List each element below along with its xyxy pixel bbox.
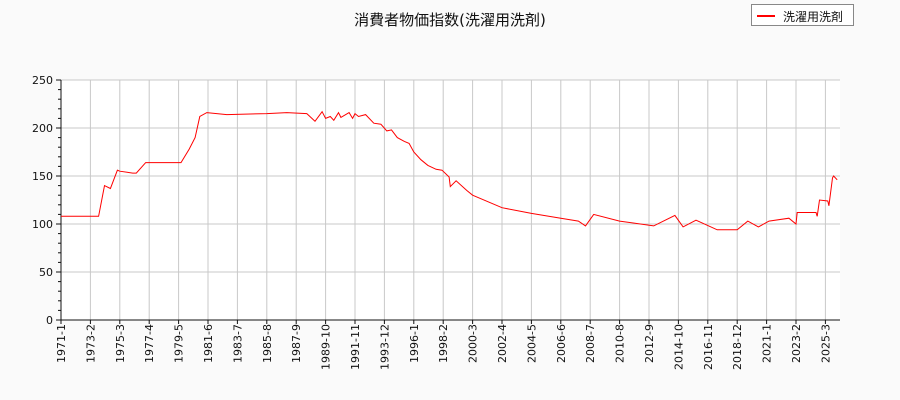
x-tick-label: 2018-12 — [731, 324, 744, 370]
x-tick-label: 1987-9 — [290, 324, 303, 363]
chart-title: 消費者物価指数(洗濯用洗剤) — [354, 11, 546, 29]
y-tick-label: 150 — [32, 170, 53, 183]
y-tick-label: 250 — [32, 74, 53, 87]
x-tick-label: 1979-5 — [173, 324, 186, 363]
x-tick-label: 1973-2 — [84, 324, 97, 363]
x-tick-label: 2010-8 — [614, 324, 627, 363]
series-line — [61, 110, 838, 231]
x-tick-label: 1975-3 — [114, 324, 127, 363]
plot-area — [61, 80, 840, 320]
legend: 洗濯用洗剤 — [751, 4, 854, 26]
x-tick-label: 2000-3 — [467, 324, 480, 363]
x-tick-label: 1991-11 — [349, 324, 362, 370]
x-tick-label: 1998-2 — [437, 324, 450, 363]
x-tick-label: 2023-2 — [790, 324, 803, 363]
x-tick-label: 2006-6 — [555, 324, 568, 363]
x-tick-label: 1985-8 — [261, 324, 274, 363]
x-tick-label: 1993-12 — [378, 324, 391, 370]
x-tick-label: 2021-1 — [761, 324, 774, 363]
x-tick-label: 1977-4 — [143, 324, 156, 363]
legend-label: 洗濯用洗剤 — [783, 10, 844, 24]
x-tick-label: 2004-5 — [525, 324, 538, 363]
x-tick-label: 1983-7 — [231, 324, 244, 363]
y-tick-label: 50 — [39, 266, 53, 279]
x-tick-label: 1989-10 — [320, 324, 333, 370]
y-tick-label: 100 — [32, 218, 53, 231]
legend-swatch — [757, 15, 775, 17]
x-tick-label: 2002-4 — [496, 324, 509, 363]
x-tick-label: 1971-1 — [55, 324, 68, 363]
x-tick-label: 1996-1 — [408, 324, 421, 363]
x-tick-label: 2014-10 — [672, 324, 685, 370]
x-tick-label: 2008-7 — [584, 324, 597, 363]
x-tick-label: 1981-6 — [202, 324, 215, 363]
x-tick-label: 2016-11 — [702, 324, 715, 370]
y-tick-label: 200 — [32, 122, 53, 135]
x-tick-label: 2012-9 — [643, 324, 656, 363]
x-tick-label: 2025-3 — [819, 324, 832, 363]
y-tick-label: 0 — [46, 314, 53, 327]
